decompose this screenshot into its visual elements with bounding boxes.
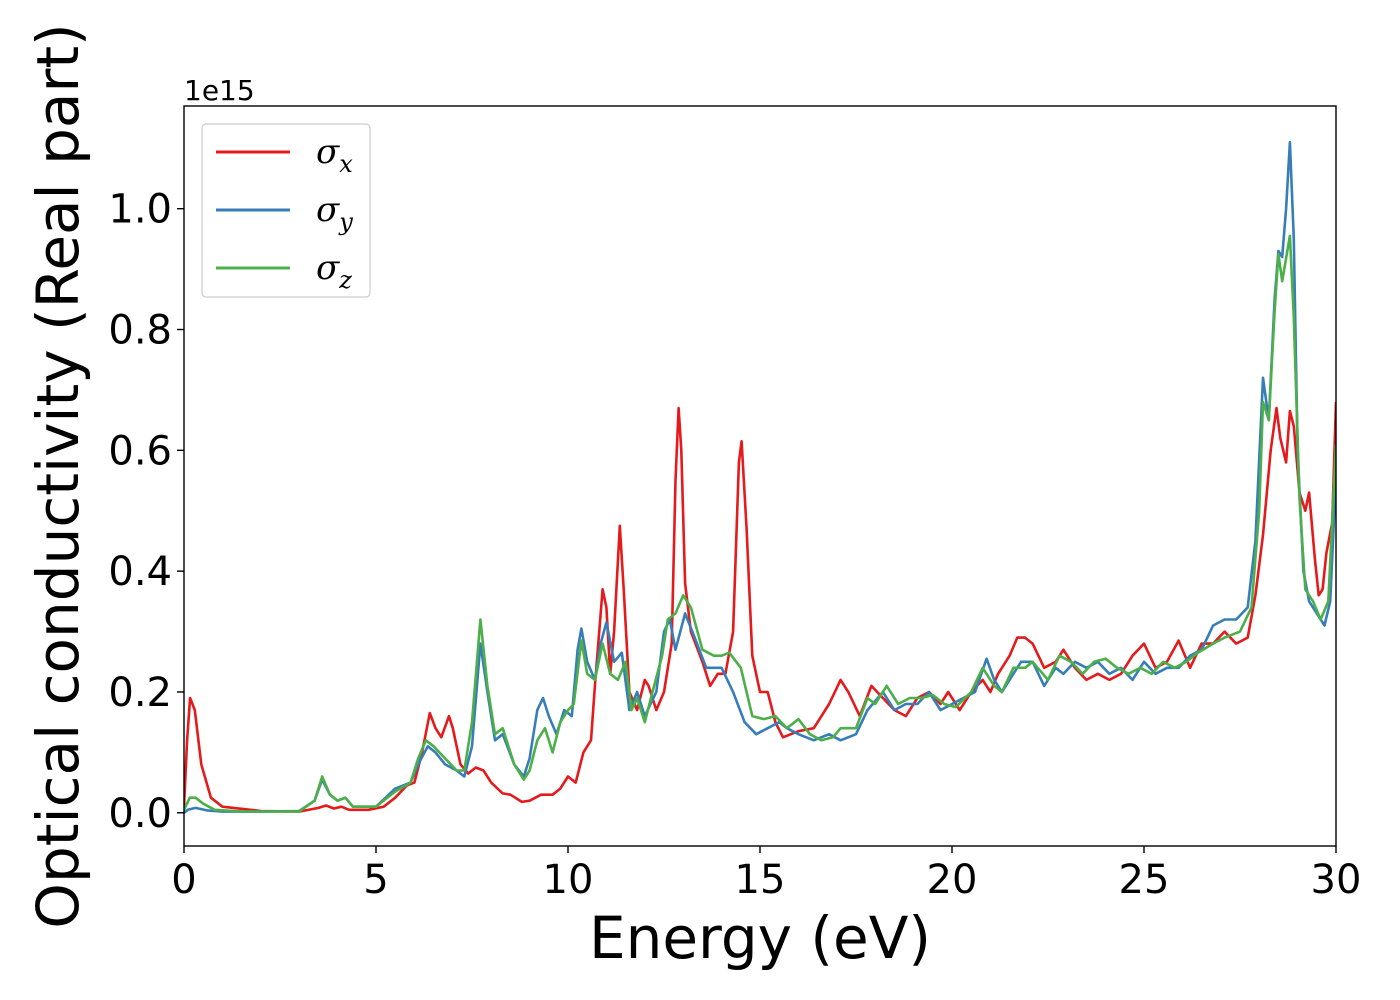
legend-label-sigma-y: σy xyxy=(316,190,353,236)
y-tick-label: 0.8 xyxy=(108,308,172,354)
y-tick-label: 0.2 xyxy=(108,670,172,716)
y-axis-label: Optical conductivity (Real part) xyxy=(24,23,92,928)
x-axis-label: Energy (eV) xyxy=(589,904,931,972)
series-line-sigma-x xyxy=(184,401,1336,813)
series-line-sigma-z xyxy=(184,234,1336,813)
x-tick-label: 20 xyxy=(927,857,978,903)
y-offset-label: 1e15 xyxy=(184,74,255,107)
y-tick-label: 0.0 xyxy=(108,791,172,837)
legend: σx σy σz xyxy=(201,123,371,298)
x-tick-label: 30 xyxy=(1311,857,1362,903)
x-tick-label: 0 xyxy=(171,857,196,903)
x-tick-label: 25 xyxy=(1119,857,1170,903)
x-tick-label: 5 xyxy=(363,857,388,903)
y-tick-label: 0.4 xyxy=(108,549,172,595)
legend-label-sigma-z: σz xyxy=(316,248,352,294)
y-tick-label: 1.0 xyxy=(108,187,172,233)
x-tick-label: 10 xyxy=(543,857,594,903)
x-tick-label: 15 xyxy=(735,857,786,903)
x-axis: 0 5 10 15 20 25 30 xyxy=(171,846,1361,903)
legend-label-sigma-x: σx xyxy=(316,132,353,178)
series-layer xyxy=(184,140,1336,814)
y-axis: 0.0 0.2 0.4 0.6 0.8 1.0 xyxy=(108,187,184,837)
y-tick-label: 0.6 xyxy=(108,428,172,474)
series-line-sigma-y xyxy=(184,140,1336,814)
